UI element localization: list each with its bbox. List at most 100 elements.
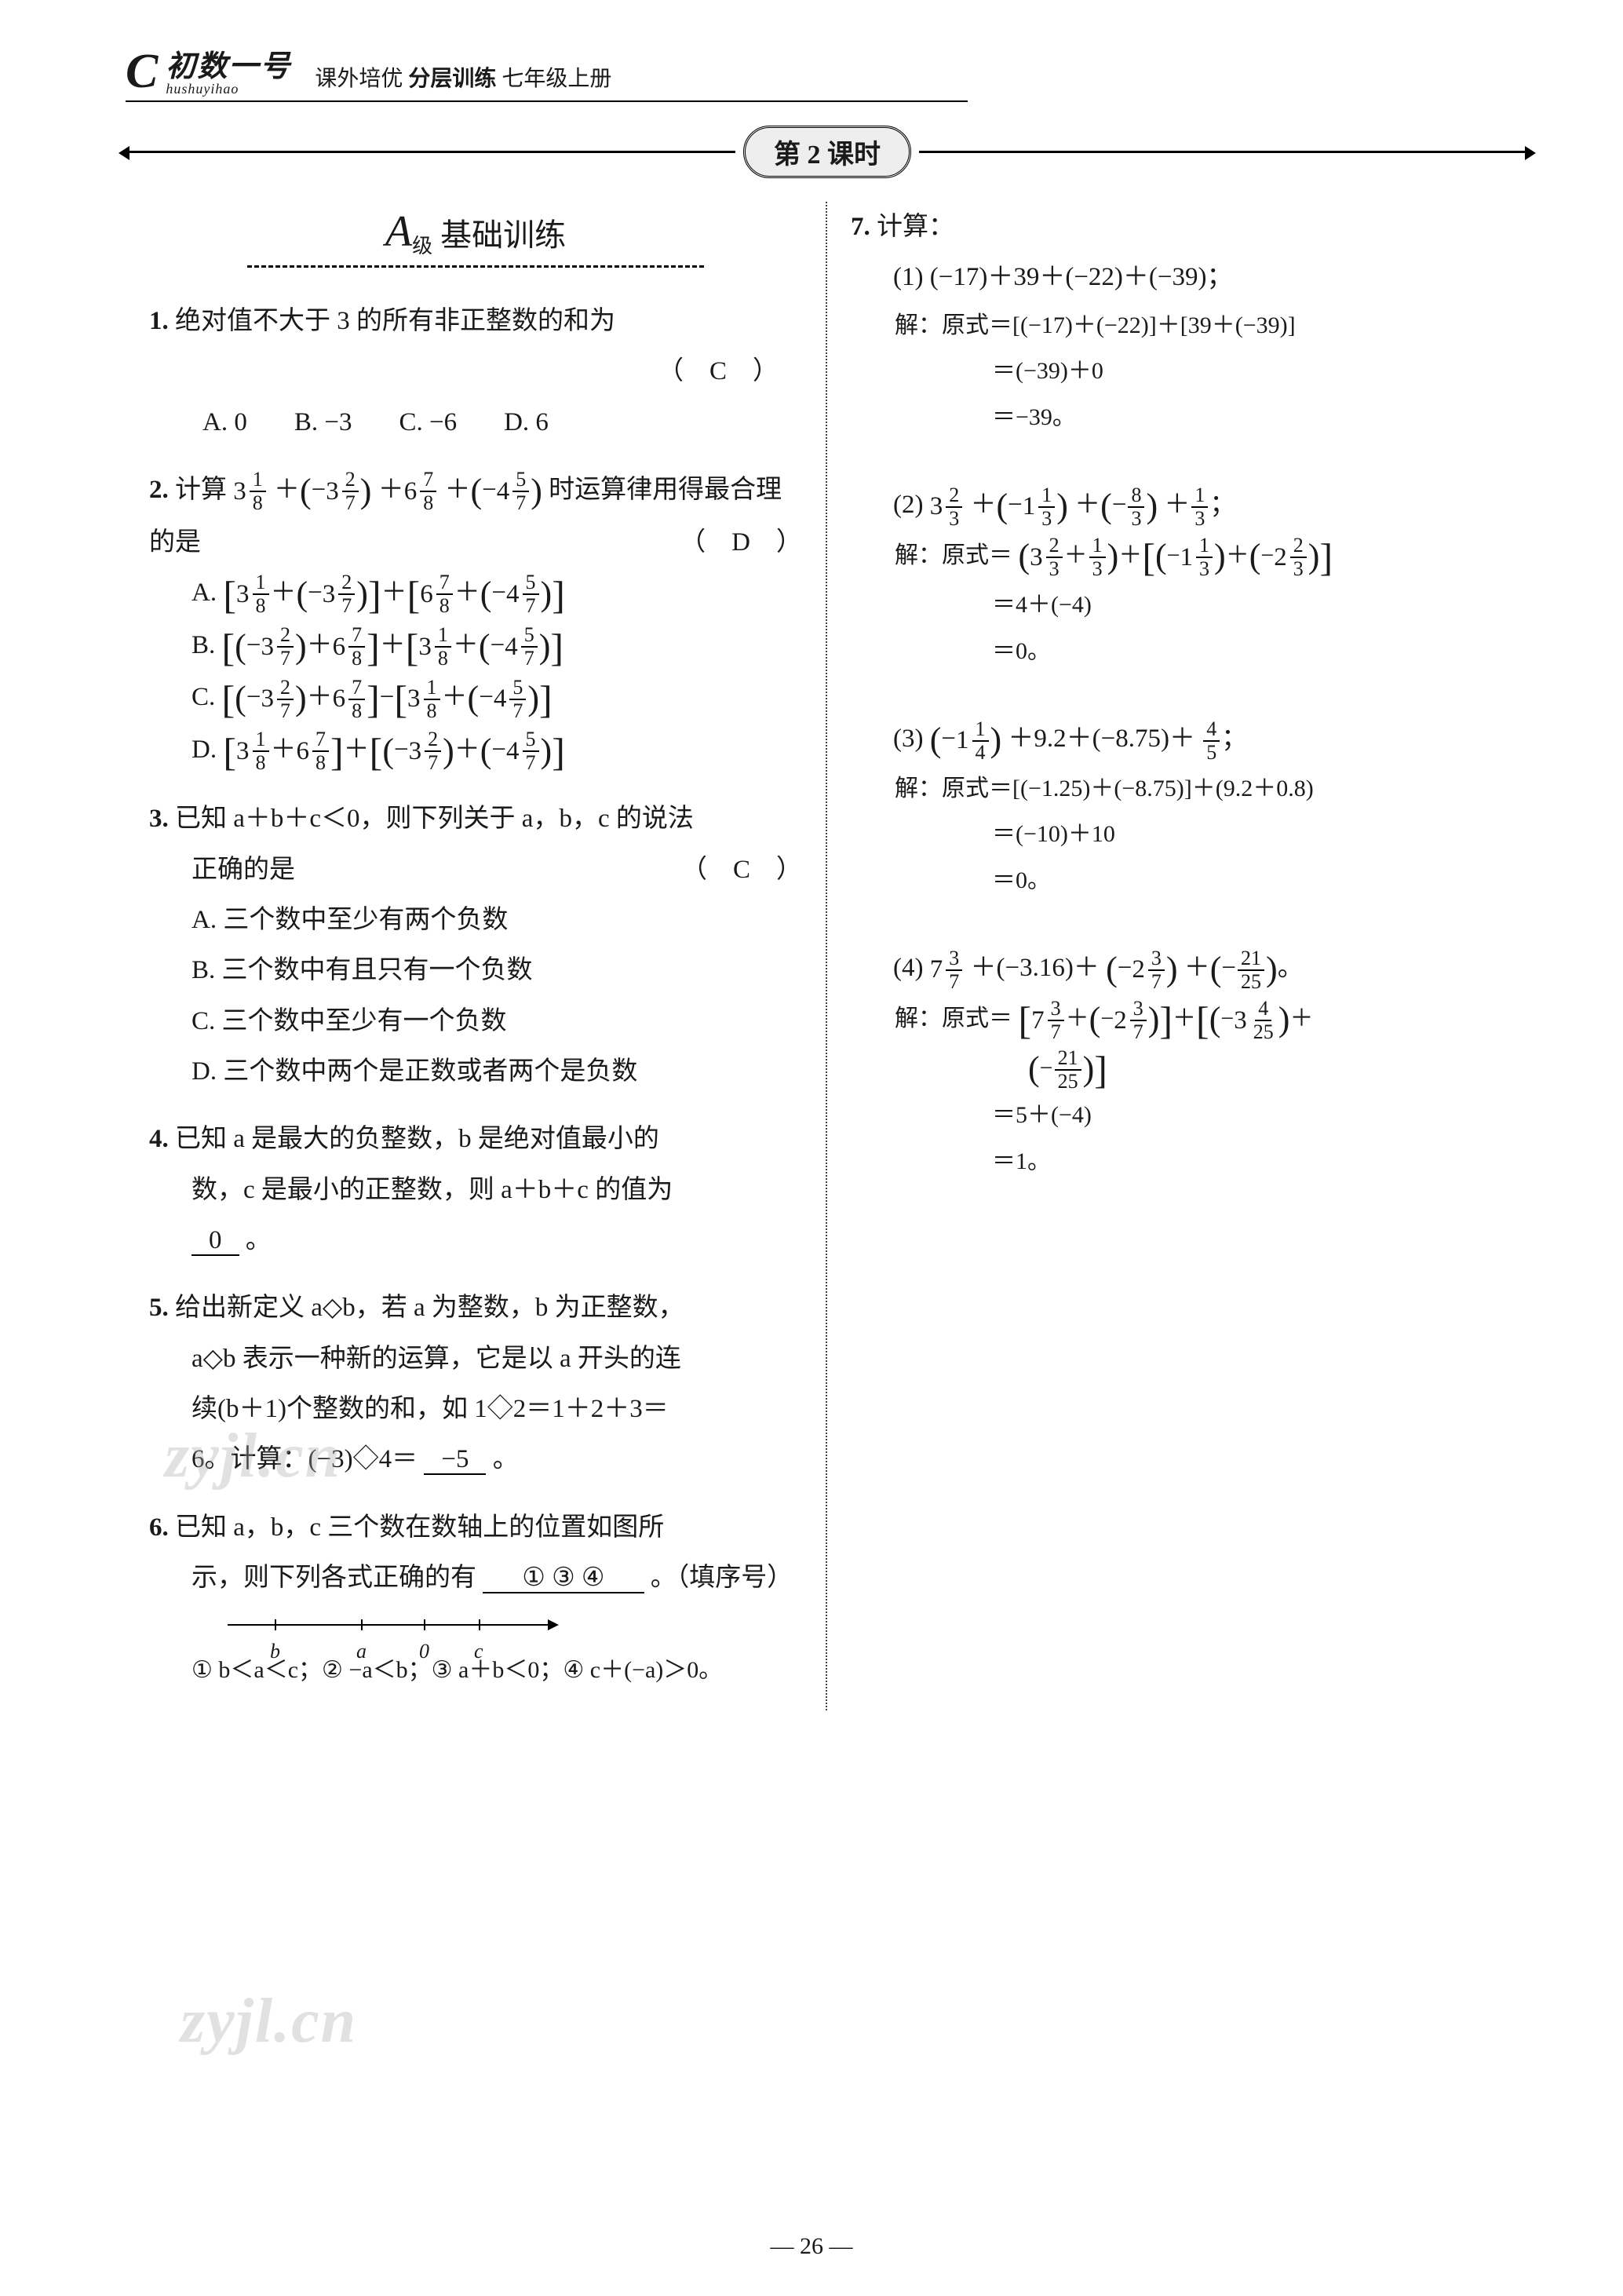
d: 8	[253, 752, 269, 774]
q5-text1: 给出新定义 a◇b，若 a 为整数，b 为正整数，	[175, 1294, 684, 1322]
q7-lead: 计算：	[877, 213, 954, 241]
question-4: 4. 已知 a 是最大的负整数，b 是绝对值最小的 数，c 是最小的正整数，则 …	[149, 1114, 802, 1265]
q5-number: 5.	[149, 1294, 169, 1322]
section-bar: 第 2 课时	[126, 126, 1529, 178]
lbl-0: 0	[419, 1632, 429, 1672]
q3-opt-a: A. 三个数中至少有两个负数	[149, 895, 802, 945]
w: 4	[505, 622, 518, 672]
lbl-c: c	[474, 1632, 483, 1672]
n: 1	[1038, 484, 1055, 508]
d: 8	[348, 648, 365, 670]
question-1: 1. 绝对值不大于 3 的所有非正整数的和为 （ C ） A. 0 B. −3 …	[149, 296, 802, 447]
q7-number: 7.	[851, 213, 870, 241]
lbl: B.	[191, 631, 215, 659]
q5-text4: 6。计算：(−3)◇4＝	[149, 1445, 418, 1473]
q3-opt-b: B. 三个数中有且只有一个负数	[149, 945, 802, 995]
n: 2	[1046, 535, 1063, 558]
n: 7	[348, 624, 365, 648]
w: 3	[407, 673, 421, 724]
question-7: 7. 计算： (1) (−17)＋39＋(−22)＋(−39)； 解：原式＝[(…	[851, 202, 1505, 1185]
w: 3	[418, 622, 432, 672]
q7p4-sol-lead: 解：原式＝	[895, 1006, 1012, 1031]
q2-option-b: B. [(−327)＋678]＋[318＋(−457)]	[149, 620, 802, 673]
n: 1	[253, 728, 269, 752]
w: 3	[1030, 532, 1043, 582]
d: 8	[436, 595, 453, 617]
d: 7	[523, 595, 539, 617]
w: 2	[1132, 944, 1145, 995]
q3-opt-d: D. 三个数中两个是正数或者两个是负数	[149, 1046, 802, 1097]
q2-option-d: D. [318＋678]＋[(−327)＋(−457)]	[149, 725, 802, 777]
lbl: A.	[191, 579, 217, 607]
w: 2	[1274, 532, 1287, 582]
d: 8	[253, 595, 269, 617]
q7p3-mid: ＋9.2＋(−8.75)＋	[1008, 725, 1195, 753]
d: 7	[521, 648, 538, 670]
q1-opt-c: C. −6	[399, 397, 457, 447]
rule-right	[919, 151, 1529, 153]
n: 1	[435, 624, 451, 648]
q7-part2: (2) 323 ＋(−113) ＋(−83) ＋13；	[851, 480, 1505, 532]
w: 3	[236, 569, 250, 619]
w: 4	[497, 466, 510, 517]
d: 3	[1196, 558, 1213, 580]
d: 7	[1130, 1021, 1147, 1043]
q4-text1: 已知 a 是最大的负整数，b 是绝对值最小的	[175, 1125, 659, 1153]
n: 1	[1191, 484, 1208, 508]
logo-title: 初数一号	[166, 52, 291, 82]
level-heading: A级 基础训练	[247, 206, 704, 268]
d: 7	[338, 595, 355, 617]
q7p3-sol3: ＝0。	[895, 858, 1505, 904]
d: 3	[1038, 508, 1055, 530]
w: 7	[1031, 995, 1045, 1046]
rule-left	[126, 151, 735, 153]
q7p1-sol: 解：原式＝[(−17)＋(−22)]＋[39＋(−39)] ＝(−39)＋0 ＝…	[851, 303, 1505, 441]
d: 3	[946, 508, 962, 530]
d: 8	[250, 492, 266, 514]
n: 2	[277, 677, 294, 700]
tick-b	[275, 1619, 276, 1630]
d: 7	[509, 700, 526, 722]
level-sub: 级	[412, 235, 432, 257]
d: 25	[1238, 971, 1264, 993]
n: 7	[436, 571, 453, 595]
w: 3	[261, 673, 274, 724]
w: 6	[333, 673, 346, 724]
q4-period: 。	[246, 1226, 272, 1254]
w: 3	[930, 481, 943, 531]
w: 1	[1180, 532, 1194, 582]
lbl: C.	[191, 683, 215, 711]
d: 25	[1250, 1021, 1277, 1043]
q7p1-expr: (−17)＋39＋(−22)＋(−39)；	[930, 263, 1233, 291]
n: 7	[420, 469, 436, 492]
q7p1-sol1: 解：原式＝[(−17)＋(−22)]＋[39＋(−39)]	[895, 303, 1505, 349]
q2-term-b: 327	[326, 466, 360, 517]
q1-options: A. 0 B. −3 C. −6 D. 6	[149, 397, 802, 447]
q3-opt-c: C. 三个数中至少有一个负数	[149, 996, 802, 1046]
w: 3	[323, 569, 336, 619]
level-title: 基础训练	[440, 217, 566, 253]
tick-0	[424, 1619, 425, 1630]
tail-a: 课外培优	[315, 67, 403, 91]
q2-term-c: 678	[404, 466, 439, 517]
q7p4-t2: ＋(−3.16)＋	[970, 954, 1099, 982]
q4-number: 4.	[149, 1125, 169, 1153]
watermark-2: zyjl.cn	[181, 1986, 357, 2057]
q2-option-c: C. [(−327)＋678]−[318＋(−457)]	[149, 672, 802, 725]
w: 3	[326, 466, 339, 517]
q4-text2: 数，c 是最小的正整数，则 a＋b＋c 的值为	[149, 1176, 673, 1204]
d: 8	[424, 700, 440, 722]
d: 25	[1055, 1071, 1081, 1093]
q7p2-sol: 解：原式＝ (323＋13)＋[(−113)＋(−223)] ＝4＋(−4) ＝…	[851, 532, 1505, 674]
q6-answer-blank: ① ③ ④	[483, 1564, 644, 1593]
question-6: 6. 已知 a，b，c 三个数在数轴上的位置如图所 示，则下列各式正确的有 ① …	[149, 1502, 802, 1693]
n: 5	[512, 469, 529, 492]
q2-lead: 计算	[175, 476, 233, 504]
w: 3	[236, 726, 250, 776]
n: 3	[1130, 998, 1147, 1021]
q4-answer-blank: 0	[191, 1226, 239, 1256]
q6-tail: 。（填序号）	[651, 1564, 793, 1592]
d: 4	[972, 742, 989, 764]
n: 4	[1255, 998, 1271, 1021]
question-2: 2. 计算 318 ＋(−327) ＋678 ＋(−457) 时运算律用得最合理…	[149, 465, 802, 776]
